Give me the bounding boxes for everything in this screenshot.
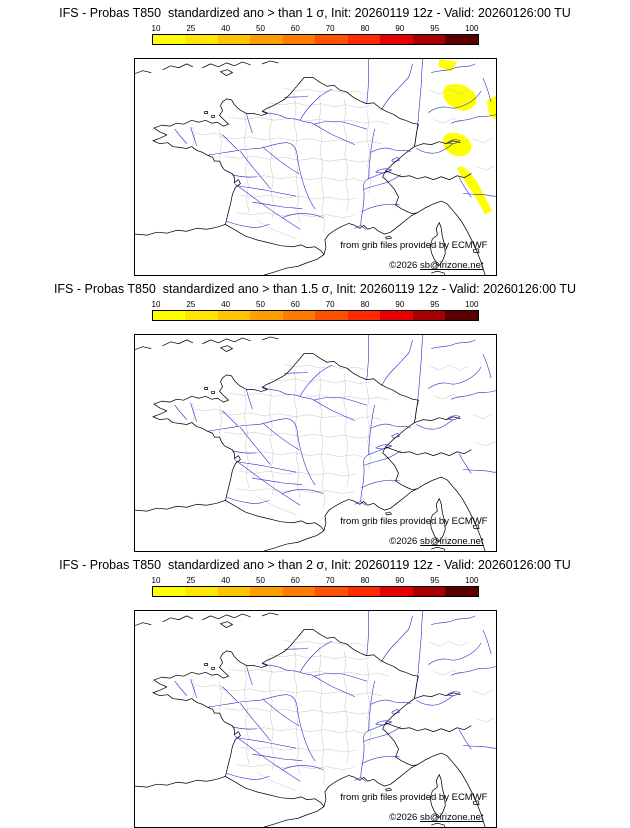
colorbar-segment (347, 587, 380, 596)
colorbar-tick-label: 25 (186, 576, 196, 585)
colorbar (151, 34, 479, 45)
colorbar-tick-label: 40 (221, 576, 231, 585)
map-france-prob-1p5-sigma: from grib files provided by ECMWF ©2026 … (133, 334, 497, 552)
colorbar-tick-label: 70 (325, 300, 335, 309)
colorbar-segment (445, 311, 478, 320)
colorbar-tick-label: 100 (465, 24, 479, 33)
colorbar-segment (185, 35, 218, 44)
colorbar-segment (250, 35, 283, 44)
colorbar-segment (380, 311, 413, 320)
colorbar-segment (315, 587, 348, 596)
colorbar-tick-labels: 10 25 40 50 60 70 80 90 95 100 (152, 576, 479, 586)
colorbar-scale: 10 25 40 50 60 70 80 90 95 100 (151, 576, 479, 597)
colorbar-tick-label: 70 (325, 576, 335, 585)
copyright-line: ©2026 sb@irizone.net (389, 536, 483, 547)
colorbar-segment (152, 311, 185, 320)
colorbar-segment (185, 311, 218, 320)
colorbar-tick-label: 60 (290, 24, 300, 33)
map-title: IFS - Probas T850 standardized ano > tha… (59, 6, 571, 20)
colorbar-scale: 10 25 40 50 60 70 80 90 95 100 (151, 24, 479, 45)
colorbar-segment (380, 35, 413, 44)
colorbar-tick-label: 90 (395, 576, 405, 585)
colorbar-tick-label: 95 (430, 576, 440, 585)
colorbar-segment (152, 587, 185, 596)
colorbar (151, 586, 479, 597)
panel-prob-gt-1-sigma: IFS - Probas T850 standardized ano > tha… (0, 0, 630, 276)
panel-prob-gt-1p5-sigma: IFS - Probas T850 standardized ano > tha… (0, 276, 630, 552)
colorbar-tick-label: 70 (325, 24, 335, 33)
colorbar-tick-label: 10 (151, 24, 161, 33)
colorbar-scale: 10 25 40 50 60 70 80 90 95 100 (151, 300, 479, 321)
colorbar-tick-label: 90 (395, 24, 405, 33)
colorbar-segment (347, 311, 380, 320)
colorbar-tick-label: 40 (221, 300, 231, 309)
colorbar-segment (412, 587, 445, 596)
colorbar-tick-label: 50 (256, 300, 265, 309)
colorbar-tick-label: 60 (290, 300, 300, 309)
colorbar-tick-label: 80 (360, 576, 370, 585)
colorbar-segment (217, 311, 250, 320)
colorbar-tick-label: 25 (186, 24, 196, 33)
colorbar-tick-label: 100 (465, 576, 479, 585)
colorbar-tick-labels: 10 25 40 50 60 70 80 90 95 100 (152, 24, 479, 34)
colorbar-tick-label: 80 (360, 24, 370, 33)
copyright-prefix: ©2026 (389, 536, 420, 547)
copyright-prefix: ©2026 (389, 812, 420, 823)
data-provider-credit: from grib files provided by ECMWF (340, 516, 488, 527)
colorbar-segment (282, 35, 315, 44)
colorbar-tick-label: 80 (360, 300, 370, 309)
colorbar-segment (250, 587, 283, 596)
colorbar-segment (282, 587, 315, 596)
colorbar-segment (282, 311, 315, 320)
colorbar-segment (412, 311, 445, 320)
copyright-line: ©2026 sb@irizone.net (389, 812, 483, 823)
colorbar-tick-label: 60 (290, 576, 300, 585)
colorbar-tick-label: 10 (151, 300, 161, 309)
copyright-line: ©2026 sb@irizone.net (389, 260, 483, 271)
colorbar-tick-label: 90 (395, 300, 405, 309)
colorbar (151, 310, 479, 321)
author-email-link[interactable]: sb@irizone.net (419, 536, 484, 547)
colorbar-tick-label: 10 (151, 576, 161, 585)
colorbar-segment (412, 35, 445, 44)
colorbar-segment (152, 35, 185, 44)
colorbar-tick-label: 100 (465, 300, 479, 309)
map-france-prob-1-sigma: from grib files provided by ECMWF ©2026 … (133, 58, 497, 276)
colorbar-segment (380, 587, 413, 596)
colorbar-tick-label: 50 (256, 576, 265, 585)
colorbar-segment (315, 35, 348, 44)
colorbar-segment (445, 587, 478, 596)
colorbar-segment (315, 311, 348, 320)
author-email-link[interactable]: sb@irizone.net (419, 260, 484, 271)
colorbar-segment (185, 587, 218, 596)
map-france-prob-2-sigma: from grib files provided by ECMWF ©2026 … (133, 610, 497, 828)
author-email-link[interactable]: sb@irizone.net (419, 812, 484, 823)
map-title: IFS - Probas T850 standardized ano > tha… (53, 282, 577, 296)
copyright-prefix: ©2026 (389, 260, 420, 271)
colorbar-segment (347, 35, 380, 44)
data-provider-credit: from grib files provided by ECMWF (340, 240, 488, 251)
map-title: IFS - Probas T850 standardized ano > tha… (59, 558, 571, 572)
colorbar-segment (217, 587, 250, 596)
colorbar-segment (445, 35, 478, 44)
colorbar-segment (250, 311, 283, 320)
colorbar-tick-label: 25 (186, 300, 196, 309)
colorbar-tick-labels: 10 25 40 50 60 70 80 90 95 100 (152, 300, 479, 310)
colorbar-segment (217, 35, 250, 44)
colorbar-tick-label: 50 (256, 24, 265, 33)
colorbar-tick-label: 40 (221, 24, 231, 33)
colorbar-tick-label: 95 (430, 24, 440, 33)
colorbar-tick-label: 95 (430, 300, 440, 309)
panel-prob-gt-2-sigma: IFS - Probas T850 standardized ano > tha… (0, 552, 630, 828)
data-provider-credit: from grib files provided by ECMWF (340, 792, 488, 803)
